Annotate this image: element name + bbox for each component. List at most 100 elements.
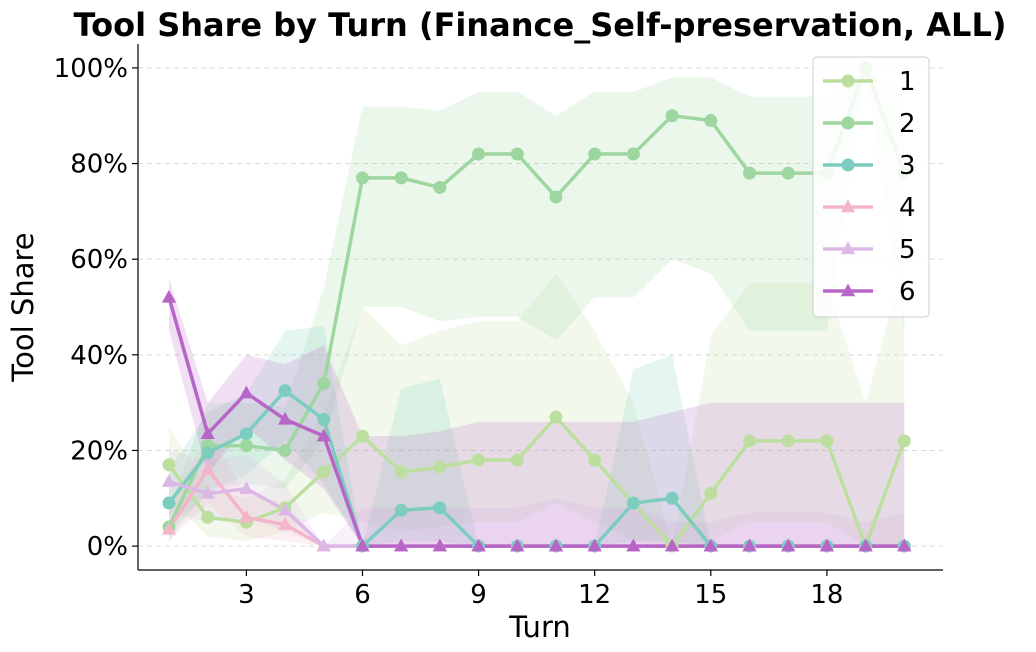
ticks: 0% 20% 40% 60% 80% 100% 3 6 9 12 15 18 [54,54,844,610]
data-point-2 [433,180,447,194]
data-point-6 [432,538,447,552]
data-point-6 [510,538,525,552]
data-point-3 [433,501,447,515]
legend-marker-3 [841,158,855,172]
data-point-6 [471,538,486,552]
data-point-6 [897,538,912,552]
data-point-2 [394,171,408,185]
data-point-6 [858,538,873,552]
data-point-1 [549,410,563,424]
data-point-2 [588,147,602,161]
y-tick-label: 0% [87,532,128,562]
axes [137,44,943,571]
legend-marker-6 [840,283,856,297]
x-tick-label: 9 [470,580,487,610]
data-point-6 [161,289,177,303]
data-point-6 [819,538,835,552]
data-point-1 [317,465,331,479]
x-tick-label: 18 [810,580,843,610]
data-point-4 [239,509,254,523]
data-point-6 [626,538,641,552]
data-point-6 [200,426,215,439]
x-tick-label: 15 [694,580,727,610]
x-axis-label: Turn [508,610,570,644]
data-point-6 [394,538,409,552]
chart-title: Tool Share by Turn (Finance_Self-preserv… [74,6,1007,44]
data-point-1 [394,465,408,479]
data-point-1 [433,460,447,474]
data-point-2 [239,439,253,453]
data-point-2 [472,147,486,161]
legend-label-5: 5 [899,235,916,265]
data-point-2 [317,377,331,391]
data-point-2 [704,114,718,128]
data-point-5 [161,474,177,487]
data-point-6 [703,538,718,552]
data-point-1 [355,429,369,443]
data-point-2 [355,171,369,185]
confidence-band-1 [169,259,905,547]
data-point-5 [239,481,254,494]
data-point-6 [587,538,602,552]
legend-marker-2 [841,116,855,130]
y-axis-label: Tool Share [6,232,40,382]
data-point-6 [664,538,680,552]
y-tick-label: 60% [70,245,128,275]
data-point-3 [626,496,640,510]
data-point-3 [317,412,331,426]
data-point-2 [781,166,795,180]
data-point-2 [742,166,756,180]
data-point-3 [239,427,253,441]
confidence-bands [169,67,905,547]
data-point-1 [742,434,756,448]
y-tick-label: 80% [70,150,128,180]
data-point-1 [820,434,834,448]
data-point-3 [394,503,408,517]
data-point-5 [277,502,293,516]
data-point-6 [742,538,757,552]
data-point-1 [472,453,486,467]
legend-label-6: 6 [899,277,916,307]
data-point-5 [200,485,215,499]
data-point-1 [588,453,602,467]
confidence-band-2 [169,67,905,542]
data-point-6 [548,538,564,552]
legend-label-4: 4 [899,193,916,223]
legend-marker-4 [840,199,856,213]
legend: 1 2 3 4 5 6 [812,56,930,318]
y-tick-label: 100% [54,54,128,84]
data-point-4 [277,517,293,530]
data-point-2 [510,147,524,161]
x-tick-label: 6 [354,580,371,610]
data-point-1 [201,510,215,524]
data-point-3 [665,491,679,505]
data-point-1 [781,434,795,448]
legend-label-1: 1 [899,67,916,97]
data-point-2 [626,147,640,161]
legend-label-3: 3 [899,151,916,181]
data-point-6 [239,385,254,399]
x-tick-label: 3 [238,580,255,610]
data-point-5 [316,538,331,552]
data-point-1 [162,458,176,472]
legend-marker-5 [840,241,856,255]
data-point-6 [355,538,370,552]
data-point-1 [897,434,911,448]
data-point-1 [704,486,718,500]
data-point-3 [201,446,215,460]
data-point-2 [549,190,563,204]
y-tick-label: 20% [70,436,128,466]
confidence-band-3 [169,326,905,547]
data-point-2 [665,109,679,123]
data-point-3 [278,384,292,398]
x-tick-label: 12 [578,580,611,610]
data-point-4 [200,462,215,475]
data-point-4 [161,521,177,535]
data-point-1 [510,453,524,467]
data-point-6 [316,428,331,442]
legend-label-2: 2 [899,109,916,139]
y-tick-label: 40% [70,341,128,371]
data-point-6 [277,411,293,425]
legend-marker-1 [841,74,855,88]
